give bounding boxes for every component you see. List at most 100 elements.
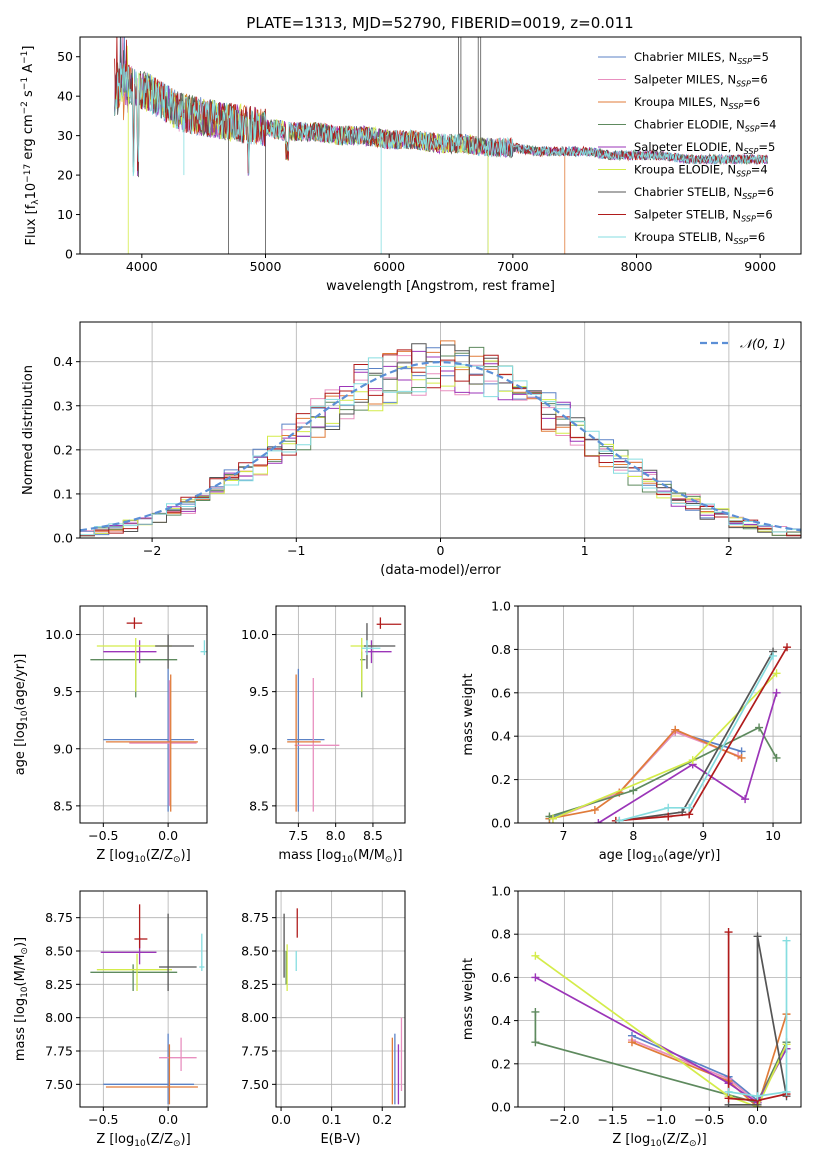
x-axis-label: Z [log10(Z/Z⊙)] xyxy=(612,1132,706,1149)
weight-marker-salpeter_elodie xyxy=(772,688,781,697)
x-tick-label: 0 xyxy=(437,543,445,558)
label-part: 10 xyxy=(650,1139,662,1149)
label-part: age [log xyxy=(599,848,652,863)
weight-marker-kroupa_stelib xyxy=(782,936,791,945)
age-vs-mass-panel: 7.5 8.0 8.5 8.5 9.0 9.5 10.0 mass [log10(M/M⊙)] xyxy=(241,605,406,865)
y-tick-label: 8.75 xyxy=(45,910,73,925)
y-tick-label: 50 xyxy=(57,49,73,64)
label-part: 10 xyxy=(20,986,30,998)
y-tick-label: 0.8 xyxy=(491,642,511,657)
x-tick-label: 9000 xyxy=(744,259,776,274)
y-tick-label: 0.3 xyxy=(53,398,73,413)
legend-label-chabrier_stelib: Chabrier STELIB, NSSP=6 xyxy=(634,185,774,201)
y-tick-label: 0.0 xyxy=(53,531,73,546)
y-tick-label: 8.25 xyxy=(45,977,73,992)
x-tick-label: 0.0 xyxy=(748,1112,768,1127)
x-tick-label: 4000 xyxy=(126,259,158,274)
axes-frame xyxy=(79,36,802,255)
weight-marker-chabrier_elodie xyxy=(772,753,781,762)
weight-marker-chabrier_stelib xyxy=(753,932,762,941)
y-tick-label: 0.2 xyxy=(53,442,73,457)
label-part: ( xyxy=(353,848,358,863)
legend-text: Kroupa MILES, N xyxy=(634,95,729,109)
y-tick-label: 1.0 xyxy=(491,599,511,614)
weight-marker-kroupa_miles xyxy=(737,753,746,762)
legend-text: Salpeter ELODIE, N xyxy=(634,140,744,154)
label-part: ⊙ xyxy=(173,1139,181,1149)
residual-hist-kroupa_stelib xyxy=(80,357,801,536)
legend-text: Salpeter MILES, N xyxy=(634,73,736,87)
y-tick-label: 8.5 xyxy=(249,798,269,813)
y-tick-label: 0.2 xyxy=(491,772,511,787)
plot-area xyxy=(283,908,403,1105)
x-axis-label: mass [log10(M/M⊙)] xyxy=(278,848,402,865)
weight-marker-kroupa_stelib xyxy=(724,1087,733,1096)
x-axis-label: age [log10(age/yr)] xyxy=(599,848,721,865)
legend-sub: SSP xyxy=(729,102,744,111)
label-part: mass weight xyxy=(461,958,476,1040)
label-part: M/M xyxy=(13,955,28,982)
y-tick-label: 0.8 xyxy=(491,927,511,942)
weight-marker-salpeter_stelib xyxy=(664,812,673,821)
x-tick-label: 9 xyxy=(699,828,707,843)
label-part: λ xyxy=(31,199,41,205)
weight-marker-kroupa_elodie xyxy=(548,814,557,823)
y-tick-label: 0.1 xyxy=(53,486,73,501)
y-tick-label: 9.0 xyxy=(53,741,73,756)
y-tick-label: 7.75 xyxy=(241,1044,269,1059)
y-tick-label: 7.50 xyxy=(45,1077,73,1092)
legend-suffix: =5 xyxy=(758,140,775,154)
y-tick-label: 0 xyxy=(65,247,73,262)
label-part: Z/Z xyxy=(667,1132,689,1147)
mass-vs-ebv-panel: 0.0 0.1 0.2 7.50 7.75 8.00 8.25 8.50 8.75 E(B-V) xyxy=(241,890,406,1147)
weight-marker-kroupa_elodie xyxy=(772,669,781,678)
label-part: )] xyxy=(181,848,191,863)
axes-frame xyxy=(517,605,802,824)
x-tick-label: 0.2 xyxy=(372,1112,392,1127)
weight-line-salpeter_stelib xyxy=(615,646,788,822)
label-part: )] xyxy=(392,848,402,863)
weight-marker-kroupa_stelib xyxy=(685,803,694,812)
legend-suffix: =4 xyxy=(751,163,768,177)
mass-vs-metallicity-panel: −0.5 0.07.507.758.008.258.508.75Z [log10(… xyxy=(13,890,208,1149)
plot-area xyxy=(114,37,768,254)
legend-text: Kroupa ELODIE, N xyxy=(634,163,736,177)
y-tick-label: 9.0 xyxy=(249,741,269,756)
label-part: ⊙ xyxy=(20,947,30,955)
weight-marker-kroupa_miles xyxy=(590,805,599,814)
legend-sub: SSP xyxy=(734,237,749,246)
weight-line-chabrier_elodie xyxy=(534,1012,788,1104)
y-tick-label: 0.6 xyxy=(491,685,511,700)
y-tick-label: 8.75 xyxy=(241,910,269,925)
x-tick-label: 10 xyxy=(765,828,781,843)
x-tick-label: 7000 xyxy=(497,259,529,274)
weight-line-kroupa_stelib xyxy=(728,940,788,1098)
axes-frame xyxy=(517,890,802,1108)
age-vs-metallicity-panel: −0.5 0.08.59.09.510.0Z [log10(Z/Z⊙)]age [… xyxy=(13,605,208,865)
x-tick-label: −1.0 xyxy=(646,1112,676,1127)
label-part: ⊙ xyxy=(385,855,393,865)
legend-label-chabrier_elodie: Chabrier ELODIE, NSSP=4 xyxy=(634,118,776,134)
y-tick-label: 0.6 xyxy=(491,970,511,985)
plot-area xyxy=(90,904,205,1105)
label-part: 10 xyxy=(652,855,664,865)
legend-sub: SSP xyxy=(745,125,760,134)
label-part: age [log xyxy=(13,722,28,775)
legend-sub: SSP xyxy=(736,80,751,89)
residual-hist-salpeter_stelib xyxy=(80,349,801,537)
legend-sub: SSP xyxy=(741,215,756,224)
spectrum-line-kroupa_stelib xyxy=(114,62,768,177)
legend-label-salpeter_miles: Salpeter MILES, NSSP=6 xyxy=(634,73,768,89)
label-part: ( xyxy=(662,1132,667,1147)
y-axis-label: Normed distribution xyxy=(21,365,36,495)
y-tick-label: 0.0 xyxy=(491,1100,511,1115)
label-part: E(B-V) xyxy=(320,1132,360,1147)
legend-label-chabrier_miles: Chabrier MILES, NSSP=5 xyxy=(634,50,769,66)
residual-hist-chabrier_stelib xyxy=(80,343,801,537)
label-part: −1 xyxy=(20,51,30,64)
x-axis-label: E(B-V) xyxy=(320,1132,360,1147)
label-part: Z/Z xyxy=(151,1132,173,1147)
